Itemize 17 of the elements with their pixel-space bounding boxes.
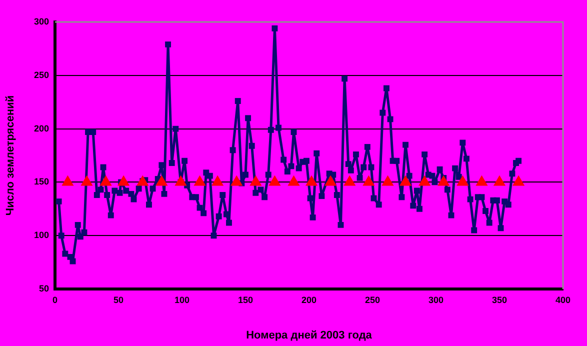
x-tick-label: 200 xyxy=(301,294,317,305)
y-tick-label: 200 xyxy=(34,123,49,134)
x-tick-label: 50 xyxy=(113,294,124,305)
x-tick-label: 100 xyxy=(174,294,190,305)
x-tick-label: 350 xyxy=(492,294,508,305)
y-tick-label: 150 xyxy=(34,176,49,187)
x-tick-label: 400 xyxy=(555,294,571,305)
x-tick-label: 150 xyxy=(238,294,254,305)
y-axis-title: Число землетрясений xyxy=(4,95,17,216)
y-tick-label: 50 xyxy=(38,283,49,294)
y-tick-label: 300 xyxy=(34,16,49,26)
x-tick-label: 0 xyxy=(52,294,58,305)
x-tick-label: 300 xyxy=(428,294,444,305)
y-tick-label: 250 xyxy=(34,70,49,80)
x-axis-title: Номера дней 2003 года xyxy=(246,329,373,342)
y-tick-label: 100 xyxy=(34,230,49,240)
x-tick-label: 250 xyxy=(364,294,380,305)
